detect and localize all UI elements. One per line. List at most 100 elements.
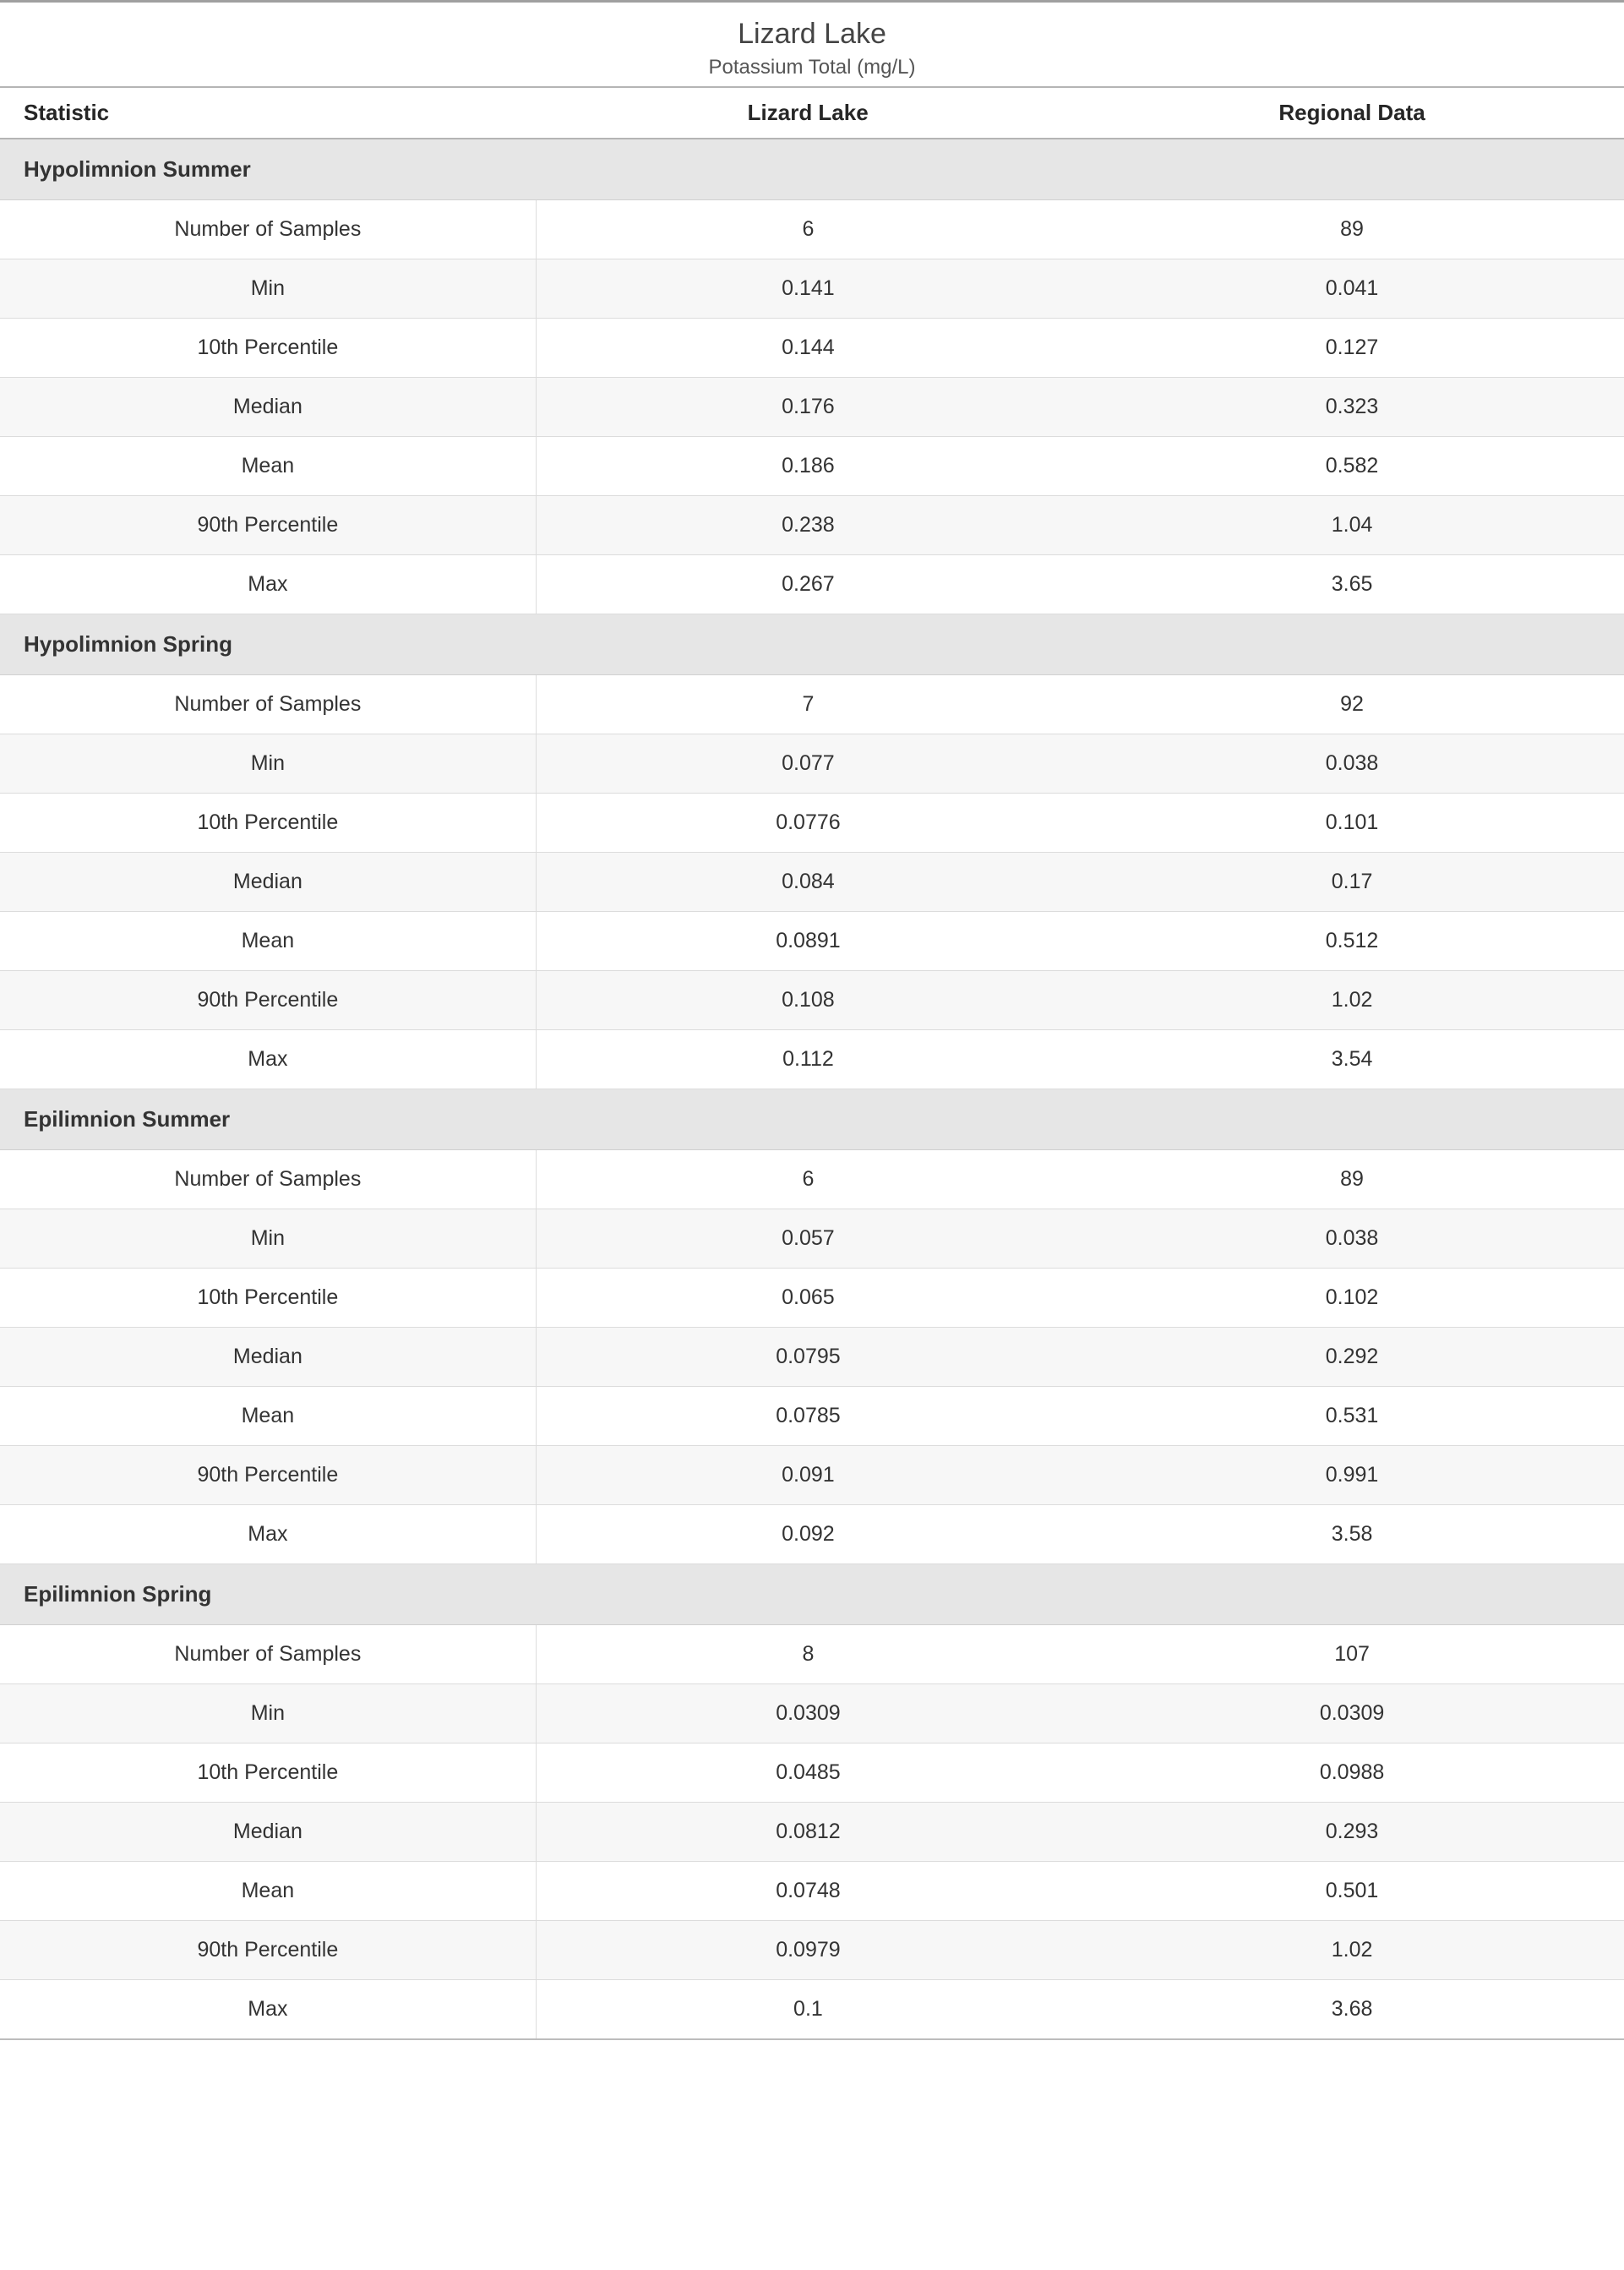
stat-label: Median (0, 378, 536, 437)
col-header-location: Lizard Lake (536, 87, 1080, 139)
section-header: Epilimnion Spring (0, 1564, 1624, 1625)
table-row: Mean0.07850.531 (0, 1387, 1624, 1446)
value-location: 0.144 (536, 319, 1080, 378)
stats-table: Statistic Lizard Lake Regional Data Hypo… (0, 86, 1624, 2040)
report-container: Lizard Lake Potassium Total (mg/L) Stati… (0, 0, 1624, 2040)
section-title: Hypolimnion Spring (0, 614, 1624, 675)
stat-label: Max (0, 1505, 536, 1564)
value-location: 0.0795 (536, 1328, 1080, 1387)
value-regional: 0.0988 (1080, 1743, 1624, 1803)
table-row: Min0.0770.038 (0, 734, 1624, 794)
table-row: 10th Percentile0.1440.127 (0, 319, 1624, 378)
value-location: 0.0485 (536, 1743, 1080, 1803)
value-regional: 1.04 (1080, 496, 1624, 555)
value-regional: 1.02 (1080, 971, 1624, 1030)
value-regional: 0.501 (1080, 1862, 1624, 1921)
value-location: 0.112 (536, 1030, 1080, 1089)
value-regional: 3.68 (1080, 1980, 1624, 2040)
value-location: 0.267 (536, 555, 1080, 614)
table-row: Median0.1760.323 (0, 378, 1624, 437)
stat-label: Number of Samples (0, 675, 536, 734)
table-row: Number of Samples689 (0, 200, 1624, 259)
value-location: 0.065 (536, 1269, 1080, 1328)
value-location: 0.057 (536, 1209, 1080, 1269)
value-regional: 92 (1080, 675, 1624, 734)
table-row: Mean0.08910.512 (0, 912, 1624, 971)
stat-label: 10th Percentile (0, 1743, 536, 1803)
stat-label: Max (0, 555, 536, 614)
table-row: Number of Samples689 (0, 1150, 1624, 1209)
stat-label: 90th Percentile (0, 1921, 536, 1980)
stat-label: 10th Percentile (0, 1269, 536, 1328)
value-location: 7 (536, 675, 1080, 734)
table-row: Min0.0570.038 (0, 1209, 1624, 1269)
section-header: Hypolimnion Summer (0, 139, 1624, 200)
stat-label: Number of Samples (0, 1625, 536, 1684)
table-row: Median0.0840.17 (0, 853, 1624, 912)
value-location: 0.0748 (536, 1862, 1080, 1921)
table-row: Median0.07950.292 (0, 1328, 1624, 1387)
table-row: Min0.03090.0309 (0, 1684, 1624, 1743)
value-regional: 89 (1080, 200, 1624, 259)
table-row: Mean0.1860.582 (0, 437, 1624, 496)
stat-label: 10th Percentile (0, 319, 536, 378)
value-regional: 0.102 (1080, 1269, 1624, 1328)
value-regional: 0.041 (1080, 259, 1624, 319)
value-regional: 1.02 (1080, 1921, 1624, 1980)
section-title: Epilimnion Summer (0, 1089, 1624, 1150)
stat-label: Median (0, 1803, 536, 1862)
value-regional: 0.582 (1080, 437, 1624, 496)
value-regional: 0.127 (1080, 319, 1624, 378)
table-row: 90th Percentile0.0910.991 (0, 1446, 1624, 1505)
title-area: Lizard Lake Potassium Total (mg/L) (0, 3, 1624, 86)
value-location: 0.1 (536, 1980, 1080, 2040)
value-regional: 0.991 (1080, 1446, 1624, 1505)
value-location: 0.141 (536, 259, 1080, 319)
value-location: 0.091 (536, 1446, 1080, 1505)
stat-label: Number of Samples (0, 200, 536, 259)
value-location: 0.077 (536, 734, 1080, 794)
stat-label: Min (0, 734, 536, 794)
table-row: Median0.08120.293 (0, 1803, 1624, 1862)
page-title: Lizard Lake (0, 18, 1624, 51)
stat-label: 90th Percentile (0, 496, 536, 555)
col-header-statistic: Statistic (0, 87, 536, 139)
value-regional: 0.323 (1080, 378, 1624, 437)
stat-label: Mean (0, 1387, 536, 1446)
value-regional: 3.54 (1080, 1030, 1624, 1089)
table-row: Number of Samples792 (0, 675, 1624, 734)
table-row: 90th Percentile0.2381.04 (0, 496, 1624, 555)
value-regional: 0.293 (1080, 1803, 1624, 1862)
value-regional: 0.101 (1080, 794, 1624, 853)
table-row: Mean0.07480.501 (0, 1862, 1624, 1921)
stat-label: Max (0, 1030, 536, 1089)
value-location: 6 (536, 1150, 1080, 1209)
value-regional: 0.292 (1080, 1328, 1624, 1387)
table-row: Min0.1410.041 (0, 259, 1624, 319)
stat-label: Mean (0, 437, 536, 496)
stat-label: 90th Percentile (0, 971, 536, 1030)
table-row: 90th Percentile0.1081.02 (0, 971, 1624, 1030)
value-location: 8 (536, 1625, 1080, 1684)
stat-label: Min (0, 1684, 536, 1743)
stat-label: 10th Percentile (0, 794, 536, 853)
value-location: 0.0812 (536, 1803, 1080, 1862)
stat-label: Min (0, 1209, 536, 1269)
table-row: Number of Samples8107 (0, 1625, 1624, 1684)
stat-label: Mean (0, 912, 536, 971)
value-regional: 3.58 (1080, 1505, 1624, 1564)
value-location: 0.0309 (536, 1684, 1080, 1743)
value-regional: 107 (1080, 1625, 1624, 1684)
table-row: 10th Percentile0.0650.102 (0, 1269, 1624, 1328)
value-location: 0.176 (536, 378, 1080, 437)
value-regional: 0.038 (1080, 734, 1624, 794)
value-regional: 0.531 (1080, 1387, 1624, 1446)
value-location: 0.0776 (536, 794, 1080, 853)
value-regional: 0.038 (1080, 1209, 1624, 1269)
stat-label: Mean (0, 1862, 536, 1921)
value-location: 0.0785 (536, 1387, 1080, 1446)
col-header-regional: Regional Data (1080, 87, 1624, 139)
table-row: Max0.2673.65 (0, 555, 1624, 614)
value-regional: 3.65 (1080, 555, 1624, 614)
table-body: Hypolimnion SummerNumber of Samples689Mi… (0, 139, 1624, 2039)
